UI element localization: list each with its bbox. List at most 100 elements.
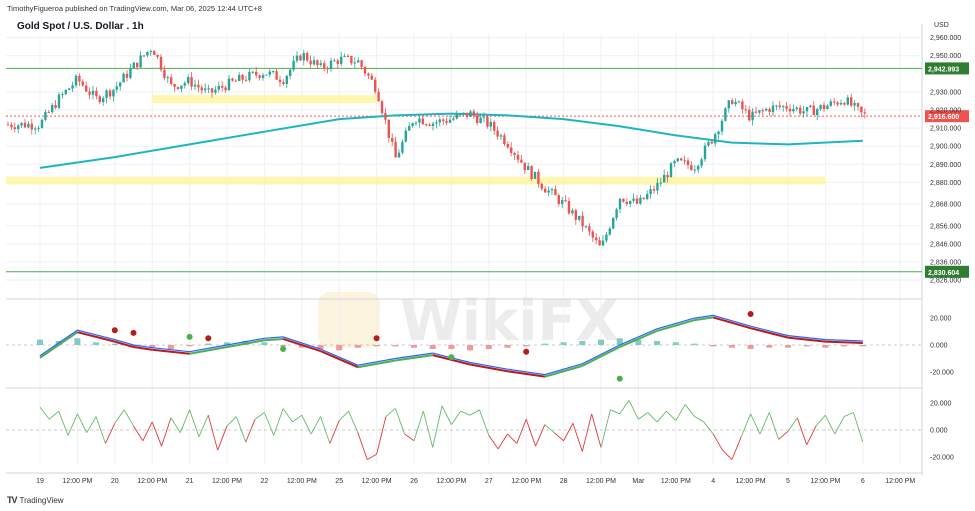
candle-body[interactable]: [265, 74, 268, 76]
candle-body[interactable]: [34, 128, 37, 130]
candle-body[interactable]: [190, 77, 193, 87]
candle-body[interactable]: [64, 89, 67, 95]
candle-body[interactable]: [156, 54, 159, 57]
candle-body[interactable]: [258, 75, 261, 78]
candle-body[interactable]: [544, 188, 547, 193]
candle-body[interactable]: [788, 108, 792, 112]
candle-body[interactable]: [833, 101, 836, 103]
candle-body[interactable]: [758, 110, 761, 113]
candle-body[interactable]: [61, 94, 64, 96]
candle-body[interactable]: [241, 74, 244, 80]
candle-body[interactable]: [578, 215, 581, 220]
candle-body[interactable]: [282, 82, 285, 84]
candle-body[interactable]: [414, 122, 418, 124]
candle-body[interactable]: [197, 84, 200, 88]
candle-body[interactable]: [333, 60, 336, 62]
candle-body[interactable]: [666, 174, 669, 178]
candle-body[interactable]: [115, 86, 118, 90]
candle-body[interactable]: [98, 96, 101, 103]
candle-body[interactable]: [829, 101, 832, 106]
candle-body[interactable]: [251, 71, 254, 73]
candle-body[interactable]: [663, 174, 666, 183]
cross-marker[interactable]: [616, 375, 623, 382]
candle-body[interactable]: [234, 80, 237, 82]
candle-body[interactable]: [13, 127, 16, 130]
candle-body[interactable]: [850, 97, 853, 106]
candle-body[interactable]: [309, 60, 312, 65]
candle-body[interactable]: [122, 73, 125, 83]
candle-body[interactable]: [734, 101, 737, 105]
candle-body[interactable]: [275, 71, 278, 80]
candle-body[interactable]: [452, 118, 455, 120]
candle-body[interactable]: [472, 111, 475, 116]
candle-body[interactable]: [482, 116, 486, 118]
candle-body[interactable]: [537, 171, 540, 184]
candle-body[interactable]: [802, 111, 805, 114]
candle-body[interactable]: [23, 122, 27, 128]
candle-body[interactable]: [391, 137, 394, 142]
candle-body[interactable]: [425, 124, 428, 126]
candle-body[interactable]: [768, 108, 771, 113]
candle-body[interactable]: [819, 105, 822, 110]
candle-body[interactable]: [554, 189, 557, 196]
candle-body[interactable]: [306, 53, 309, 61]
candle-body[interactable]: [510, 147, 513, 153]
candle-body[interactable]: [489, 122, 492, 127]
candle-body[interactable]: [319, 63, 322, 66]
candle-body[interactable]: [591, 231, 594, 238]
candle-body[interactable]: [170, 77, 173, 85]
candle-body[interactable]: [204, 88, 207, 91]
candle-body[interactable]: [741, 101, 744, 110]
candle-body[interactable]: [187, 77, 190, 84]
candle-body[interactable]: [778, 105, 781, 108]
candle-body[interactable]: [571, 210, 574, 214]
candle-body[interactable]: [238, 74, 241, 81]
candle-body[interactable]: [588, 226, 591, 232]
candle-body[interactable]: [149, 51, 152, 53]
price-level-tag[interactable]: [925, 62, 969, 75]
candle-body[interactable]: [754, 111, 758, 113]
cross-marker[interactable]: [448, 354, 455, 361]
candle-body[interactable]: [105, 90, 108, 99]
candle-body[interactable]: [584, 226, 588, 228]
candle-body[interactable]: [720, 120, 724, 132]
candle-body[interactable]: [54, 104, 57, 108]
time-axis[interactable]: 19 12:00 PM 20 12:00 PM 21 12:00 PM 22 12:00 PM…: [36, 478, 915, 485]
candle-body[interactable]: [479, 117, 482, 124]
candle-body[interactable]: [340, 56, 343, 64]
candle-body[interactable]: [652, 189, 656, 191]
candle-body[interactable]: [632, 198, 635, 201]
candle-body[interactable]: [469, 111, 472, 117]
candle-body[interactable]: [455, 114, 458, 119]
candle-body[interactable]: [516, 154, 520, 160]
candle-body[interactable]: [863, 112, 866, 114]
cross-marker[interactable]: [280, 346, 287, 353]
candle-body[interactable]: [421, 118, 424, 125]
candle-body[interactable]: [350, 55, 353, 64]
candle-body[interactable]: [244, 79, 248, 81]
candle-body[interactable]: [462, 112, 465, 115]
candle-body[interactable]: [826, 105, 829, 110]
candle-body[interactable]: [771, 105, 775, 113]
candle-body[interactable]: [129, 68, 132, 78]
candle-body[interactable]: [595, 237, 598, 241]
candle-body[interactable]: [496, 130, 499, 137]
candle-body[interactable]: [380, 101, 384, 114]
candle-body[interactable]: [408, 125, 411, 131]
candle-body[interactable]: [816, 109, 819, 116]
price-axis[interactable]: 2,942.993 2,830.604 2,916.600 2,960.000 2,95…: [925, 35, 969, 461]
candle-body[interactable]: [612, 217, 615, 229]
candle-body[interactable]: [176, 86, 180, 89]
candle-body[interactable]: [78, 75, 81, 82]
candle-body[interactable]: [785, 106, 788, 109]
candle-body[interactable]: [159, 56, 163, 70]
candle-body[interactable]: [323, 63, 326, 69]
candle-body[interactable]: [142, 55, 146, 57]
candle-body[interactable]: [217, 85, 220, 90]
macd-panel[interactable]: [6, 311, 922, 382]
candle-body[interactable]: [289, 69, 292, 76]
candle-body[interactable]: [465, 112, 469, 117]
candle-body[interactable]: [343, 55, 346, 57]
candle-body[interactable]: [231, 78, 234, 81]
